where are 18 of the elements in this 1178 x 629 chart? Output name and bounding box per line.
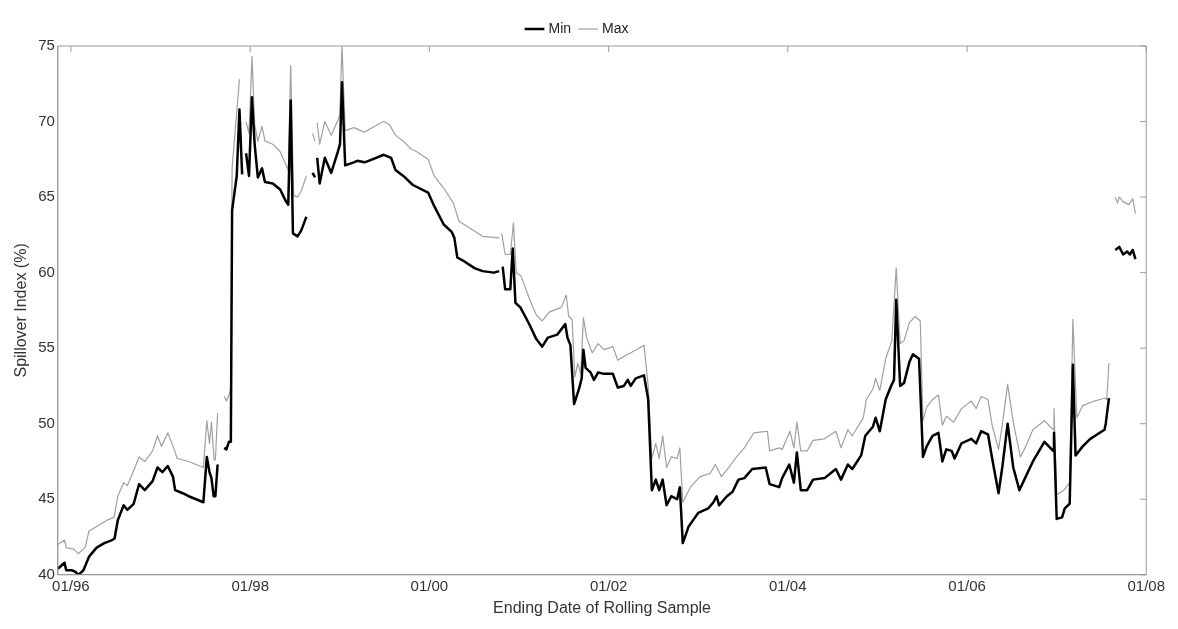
x-tick-label: 01/02: [589, 576, 628, 594]
x-tick-label: 01/00: [410, 576, 449, 594]
y-tick-label: 55: [38, 338, 55, 356]
x-axis-title: Ending Date of Rolling Sample: [493, 598, 712, 616]
y-tick-label: 65: [38, 187, 55, 205]
x-tick-label: 01/98: [231, 576, 270, 594]
y-tick-label: 40: [38, 564, 55, 582]
legend-label: Min: [548, 19, 572, 36]
y-tick-label: 75: [38, 36, 55, 54]
y-tick-label: 60: [38, 262, 55, 280]
legend-label: Max: [602, 19, 629, 36]
y-tick-label: 50: [38, 413, 55, 431]
x-tick-label: 01/06: [948, 576, 986, 594]
y-tick-label: 70: [38, 111, 55, 129]
x-tick-label: 01/04: [769, 576, 807, 594]
y-axis-title: Spillover Index (%): [12, 243, 30, 378]
x-tick-label: 01/08: [1127, 576, 1166, 594]
y-tick-label: 45: [38, 489, 55, 507]
